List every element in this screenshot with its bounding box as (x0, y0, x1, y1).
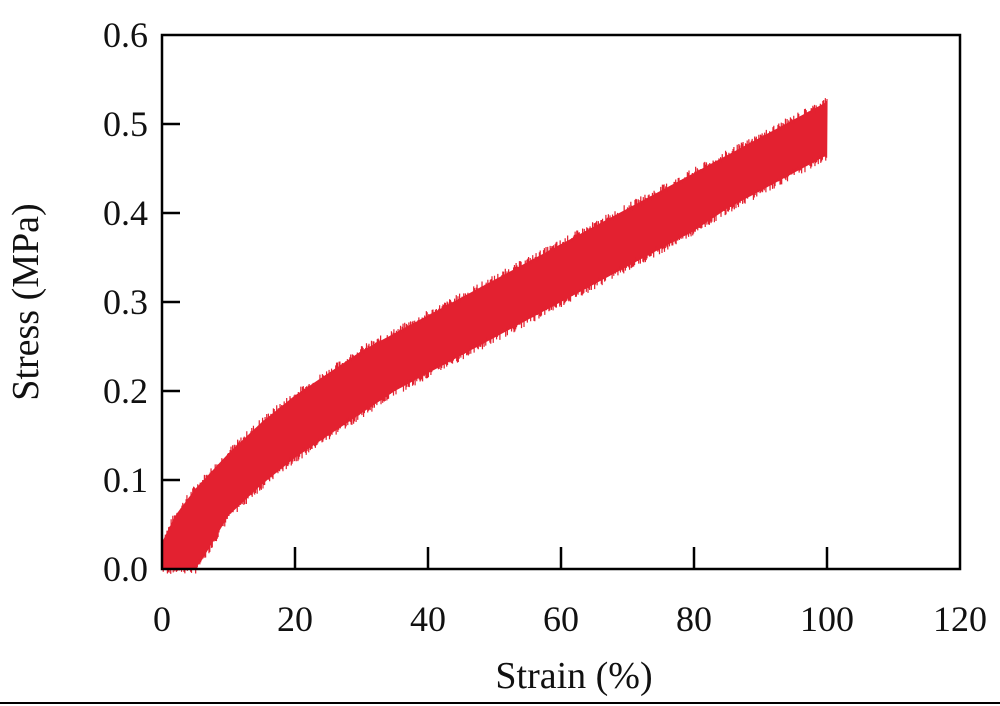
y-tick-label: 0.1 (103, 460, 148, 500)
y-axis-label: Stress (MPa) (5, 203, 47, 400)
y-tick-label: 0.4 (103, 193, 148, 233)
data-band-layer (161, 98, 828, 574)
x-axis-tick-labels: 0 20 40 60 80 100 120 (153, 599, 987, 639)
y-axis-tick-labels: 0.0 0.1 0.2 0.3 0.4 0.5 0.6 (103, 15, 148, 589)
x-tick-label: 120 (933, 599, 987, 639)
y-tick-label: 0.2 (103, 371, 148, 411)
y-axis-ticks (162, 122, 180, 482)
data-series-line (161, 98, 828, 574)
x-tick-label: 60 (543, 599, 579, 639)
x-tick-label: 40 (410, 599, 446, 639)
y-tick-label: 0.0 (103, 549, 148, 589)
x-axis-label: Strain (%) (495, 655, 652, 697)
y-tick-label: 0.6 (103, 15, 148, 55)
y-tick-label: 0.3 (103, 282, 148, 322)
x-tick-label: 100 (800, 599, 854, 639)
x-tick-label: 80 (676, 599, 712, 639)
x-axis-ticks (293, 547, 829, 569)
x-tick-label: 20 (277, 599, 313, 639)
y-tick-label: 0.5 (103, 104, 148, 144)
x-tick-label: 0 (153, 599, 171, 639)
